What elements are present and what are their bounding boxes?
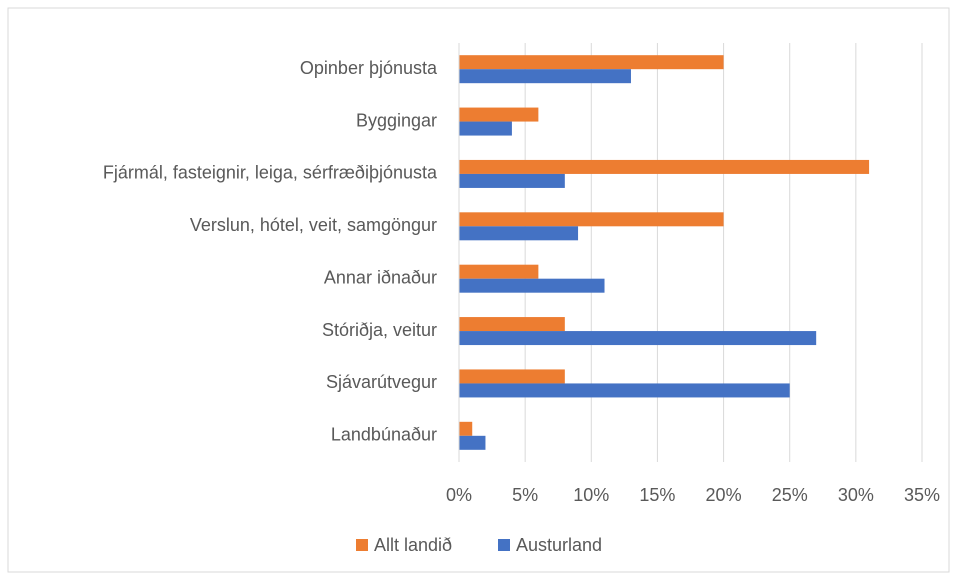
bar bbox=[459, 55, 724, 70]
x-tick-label: 20% bbox=[706, 485, 742, 505]
bar bbox=[459, 264, 539, 279]
bar bbox=[459, 121, 512, 136]
bar bbox=[459, 331, 817, 346]
legend-swatch bbox=[498, 539, 510, 551]
x-tick-label: 15% bbox=[639, 485, 675, 505]
bar bbox=[459, 212, 724, 227]
y-tick-label: Byggingar bbox=[356, 110, 437, 130]
bar bbox=[459, 226, 579, 241]
x-tick-label: 25% bbox=[772, 485, 808, 505]
x-tick-label: 30% bbox=[838, 485, 874, 505]
legend-label: Allt landið bbox=[374, 535, 452, 555]
y-tick-label: Stóriðja, veitur bbox=[322, 320, 437, 340]
bar bbox=[459, 383, 790, 398]
bar bbox=[459, 317, 565, 332]
bar bbox=[459, 69, 631, 84]
legend-swatch bbox=[356, 539, 368, 551]
y-tick-label: Fjármál, fasteignir, leiga, sérfræðiþjón… bbox=[103, 163, 438, 183]
y-tick-label: Annar iðnaður bbox=[324, 267, 437, 287]
bar bbox=[459, 159, 870, 174]
bar bbox=[459, 107, 539, 122]
legend-label: Austurland bbox=[516, 535, 602, 555]
bar bbox=[459, 278, 605, 293]
y-tick-label: Opinber þjónusta bbox=[300, 58, 438, 78]
y-tick-label: Verslun, hótel, veit, samgöngur bbox=[190, 215, 437, 235]
x-tick-label: 35% bbox=[904, 485, 940, 505]
bar bbox=[459, 173, 565, 188]
x-tick-label: 10% bbox=[573, 485, 609, 505]
y-tick-label: Landbúnaður bbox=[331, 425, 437, 445]
y-tick-label: Sjávarútvegur bbox=[326, 372, 437, 392]
bar bbox=[459, 369, 565, 384]
bar bbox=[459, 435, 486, 450]
bar bbox=[459, 421, 473, 436]
x-tick-label: 5% bbox=[512, 485, 538, 505]
x-tick-label: 0% bbox=[446, 485, 472, 505]
